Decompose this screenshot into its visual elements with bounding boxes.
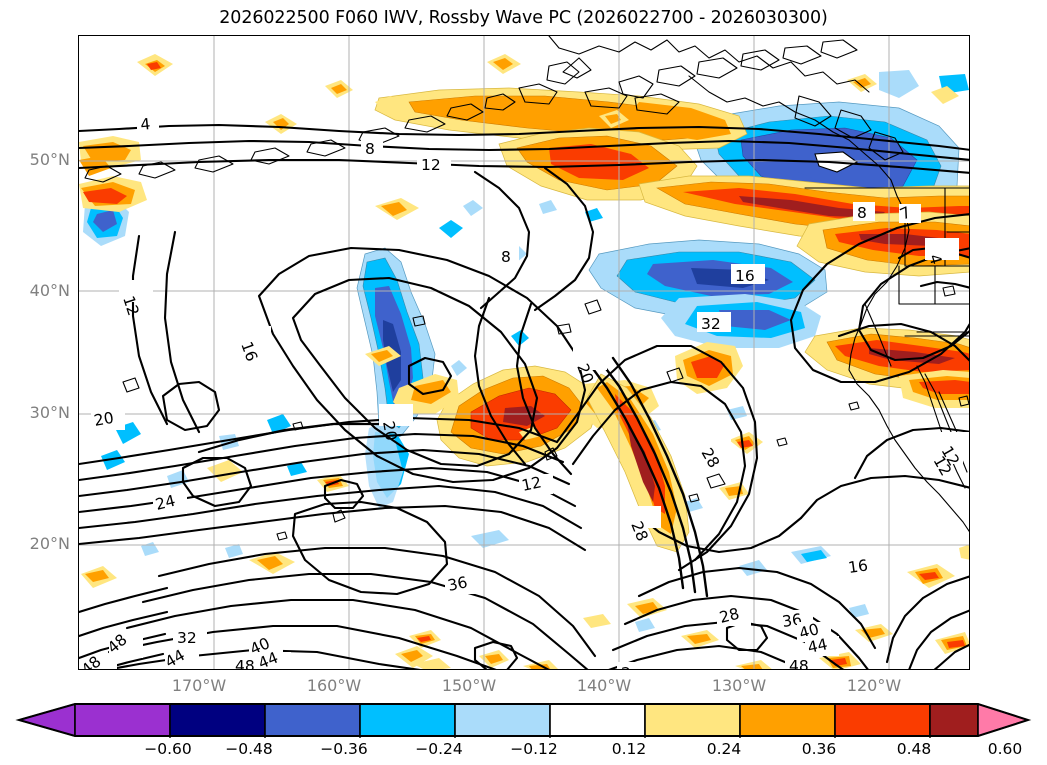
svg-text:4: 4: [925, 252, 945, 266]
svg-text:24: 24: [154, 492, 178, 514]
svg-text:20: 20: [93, 409, 116, 430]
svg-text:2: 2: [621, 664, 631, 670]
colorbar-tick-6: 0.24: [706, 740, 742, 758]
colorbar-tick-7: 0.36: [801, 740, 837, 758]
svg-text:16: 16: [735, 267, 755, 285]
colorbar-tick-5: 0.12: [611, 740, 647, 758]
svg-text:36: 36: [446, 573, 469, 595]
y-tick-label-20n: 20°N: [29, 534, 70, 553]
contour-map-canvas: 4 8 12 12 16 8 20 20 20 16 32 24 12 32 3…: [79, 36, 969, 670]
colorbar-tick-1: −0.48: [225, 740, 273, 758]
svg-text:44: 44: [806, 635, 829, 657]
shaded-anomaly-layer: [79, 54, 969, 669]
svg-text:48: 48: [235, 657, 255, 670]
svg-text:8: 8: [857, 204, 867, 222]
svg-text:12: 12: [119, 294, 142, 318]
svg-text:4: 4: [140, 115, 152, 134]
svg-text:48: 48: [789, 657, 809, 670]
x-tick-label-120w: 120°W: [846, 676, 902, 695]
iwv-contours-layer: [79, 123, 969, 669]
colorbar-tick-4: −0.12: [510, 740, 558, 758]
colorbar-tick-3: −0.24: [415, 740, 463, 758]
svg-text:20: 20: [379, 420, 400, 443]
svg-text:12: 12: [421, 156, 441, 174]
svg-text:32: 32: [701, 315, 721, 333]
colorbar-tick-8: 0.48: [896, 740, 932, 758]
y-tick-label-40n: 40°N: [29, 281, 70, 300]
svg-text:16: 16: [847, 556, 869, 577]
y-tick-label-50n: 50°N: [29, 150, 70, 169]
svg-text:8: 8: [365, 140, 375, 158]
colorbar-tick-0: −0.60: [144, 740, 192, 758]
svg-text:44: 44: [162, 646, 188, 670]
colorbar-over-arrow: [977, 703, 1029, 737]
colorbar-under-arrow: [18, 703, 76, 737]
x-tick-label-160w: 160°W: [306, 676, 362, 695]
colorbar-tick-9: 0.60: [987, 740, 1023, 758]
colorbar[interactable]: [13, 702, 1034, 738]
svg-text:12: 12: [520, 473, 543, 495]
contour-inline-labels: 4 8 12 12 16 8 20 20 20 16 32 24 12 32 3…: [79, 114, 969, 670]
colorbar-canvas: [15, 703, 1032, 738]
x-tick-label-130w: 130°W: [711, 676, 767, 695]
svg-text:20: 20: [573, 361, 597, 386]
page-title: 2026022500 F060 IWV, Rossby Wave PC (202…: [219, 8, 828, 28]
map-axes[interactable]: 4 8 12 12 16 8 20 20 20 16 32 24 12 32 3…: [78, 35, 970, 670]
x-tick-label-170w: 170°W: [171, 676, 227, 695]
svg-text:16: 16: [237, 339, 261, 364]
x-tick-label-140w: 140°W: [576, 676, 632, 695]
colorbar-tick-2: −0.36: [320, 740, 368, 758]
svg-text:44: 44: [256, 649, 281, 670]
y-tick-label-30n: 30°N: [29, 403, 70, 422]
svg-text:32: 32: [177, 629, 197, 647]
svg-text:28: 28: [718, 605, 742, 627]
svg-text:8: 8: [501, 248, 511, 266]
x-tick-label-150w: 150°W: [441, 676, 497, 695]
